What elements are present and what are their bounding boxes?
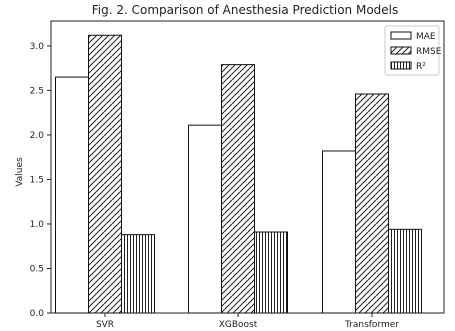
y-tick-label: 2.5 xyxy=(30,86,44,96)
bar-r-svr xyxy=(121,234,155,314)
legend-swatch xyxy=(390,46,412,55)
bar-rmse-transformer xyxy=(355,93,389,314)
bar-mae-svr xyxy=(55,76,89,314)
legend-label: RMSE xyxy=(416,47,442,57)
chart-title: Fig. 2. Comparison of Anesthesia Predict… xyxy=(92,3,399,17)
bar-mae-xgboost xyxy=(188,124,222,314)
bars xyxy=(55,34,422,314)
bar-mae-transformer xyxy=(322,150,356,314)
y-tick-label: 3.0 xyxy=(30,42,45,52)
y-tick-label: 0.0 xyxy=(30,309,45,319)
legend-swatch xyxy=(390,61,412,70)
x-tick-label: SVR xyxy=(96,320,114,330)
y-tick-label: 1.0 xyxy=(30,220,45,230)
y-axis-label: Values xyxy=(15,157,25,187)
x-tick-label: XGBoost xyxy=(219,320,258,330)
legend-label: R² xyxy=(416,62,426,72)
y-tick-label: 1.5 xyxy=(30,175,44,185)
bar-r-xgboost xyxy=(254,231,288,314)
y-axis-ticks: 0.0 0.5 1.0 1.5 2.0 2.5 3.0 xyxy=(30,42,51,319)
bar-rmse-xgboost xyxy=(221,64,255,314)
y-tick-label: 2.0 xyxy=(30,131,45,141)
legend-swatch xyxy=(390,31,412,40)
bar-r-transformer xyxy=(388,228,422,314)
x-axis-ticks: SVR XGBoost Transformer xyxy=(96,313,399,330)
y-tick-label: 0.5 xyxy=(30,264,44,274)
legend-label: MAE xyxy=(416,32,436,42)
bar-rmse-svr xyxy=(88,34,122,314)
x-tick-label: Transformer xyxy=(344,320,399,330)
legend: MAE RMSE R² xyxy=(384,25,442,76)
